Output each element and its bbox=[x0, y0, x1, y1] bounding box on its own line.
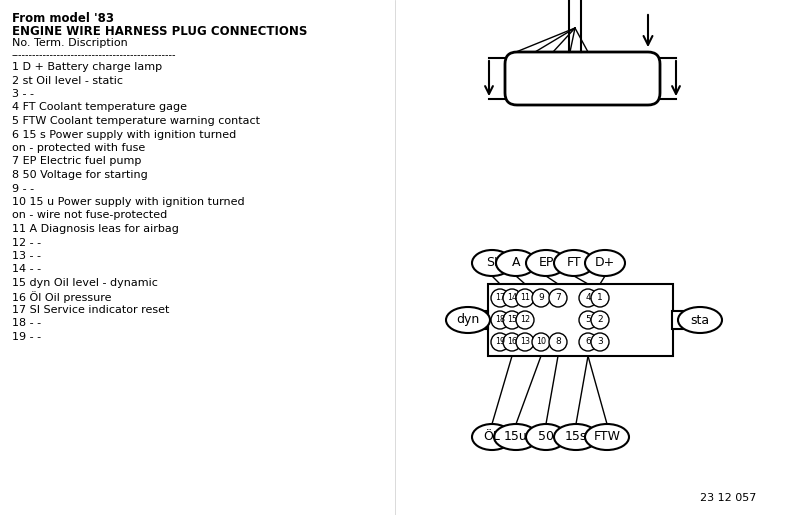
Text: 5: 5 bbox=[585, 316, 591, 324]
FancyBboxPatch shape bbox=[505, 52, 660, 105]
Text: 10 15 u Power supply with ignition turned: 10 15 u Power supply with ignition turne… bbox=[12, 197, 245, 207]
Circle shape bbox=[532, 289, 550, 307]
Text: 3 - -: 3 - - bbox=[12, 89, 34, 99]
Text: EP: EP bbox=[539, 256, 553, 269]
Text: 11 A Diagnosis leas for airbag: 11 A Diagnosis leas for airbag bbox=[12, 224, 179, 234]
Text: 7: 7 bbox=[555, 294, 560, 302]
Text: 17: 17 bbox=[495, 294, 505, 302]
Text: 1: 1 bbox=[597, 294, 603, 302]
Text: FT: FT bbox=[567, 256, 582, 269]
Ellipse shape bbox=[526, 250, 566, 276]
Ellipse shape bbox=[472, 250, 512, 276]
Circle shape bbox=[591, 289, 609, 307]
Text: 15u: 15u bbox=[504, 431, 528, 443]
Circle shape bbox=[503, 311, 521, 329]
Text: 13 - -: 13 - - bbox=[12, 251, 41, 261]
Text: 4: 4 bbox=[585, 294, 591, 302]
Circle shape bbox=[516, 333, 534, 351]
Text: 15s: 15s bbox=[565, 431, 587, 443]
Ellipse shape bbox=[554, 250, 594, 276]
Text: 16: 16 bbox=[507, 337, 517, 347]
Text: ÖL: ÖL bbox=[484, 431, 501, 443]
Text: 7 EP Electric fuel pump: 7 EP Electric fuel pump bbox=[12, 157, 141, 166]
Text: 6 15 s Power supply with ignition turned: 6 15 s Power supply with ignition turned bbox=[12, 129, 236, 140]
Text: 16 Öl Oil pressure: 16 Öl Oil pressure bbox=[12, 291, 111, 303]
Text: ENGINE WIRE HARNESS PLUG CONNECTIONS: ENGINE WIRE HARNESS PLUG CONNECTIONS bbox=[12, 25, 308, 38]
Circle shape bbox=[503, 289, 521, 307]
Ellipse shape bbox=[585, 250, 625, 276]
Text: 8: 8 bbox=[555, 337, 560, 347]
Circle shape bbox=[516, 289, 534, 307]
Text: on - protected with fuse: on - protected with fuse bbox=[12, 143, 145, 153]
Text: 18 - -: 18 - - bbox=[12, 318, 41, 329]
Text: D+: D+ bbox=[595, 256, 615, 269]
Text: 15 dyn Oil level - dynamic: 15 dyn Oil level - dynamic bbox=[12, 278, 158, 288]
Text: 6: 6 bbox=[585, 337, 591, 347]
Text: 1 D + Battery charge lamp: 1 D + Battery charge lamp bbox=[12, 62, 162, 72]
Text: 5 FTW Coolant temperature warning contact: 5 FTW Coolant temperature warning contac… bbox=[12, 116, 260, 126]
Text: 19 - -: 19 - - bbox=[12, 332, 41, 342]
Ellipse shape bbox=[446, 307, 490, 333]
Bar bbox=[474, 311, 488, 329]
Text: on - wire not fuse-protected: on - wire not fuse-protected bbox=[12, 211, 167, 220]
Ellipse shape bbox=[585, 424, 629, 450]
Text: 13: 13 bbox=[520, 337, 530, 347]
Ellipse shape bbox=[496, 250, 536, 276]
Circle shape bbox=[579, 289, 597, 307]
Text: -----------------------------------------------: ----------------------------------------… bbox=[12, 50, 177, 60]
Text: 17 SI Service indicator reset: 17 SI Service indicator reset bbox=[12, 305, 170, 315]
Text: 19: 19 bbox=[495, 337, 505, 347]
Circle shape bbox=[579, 311, 597, 329]
Ellipse shape bbox=[472, 424, 512, 450]
Text: 14 - -: 14 - - bbox=[12, 265, 41, 274]
Text: 12 - -: 12 - - bbox=[12, 237, 41, 248]
Text: 23 12 057: 23 12 057 bbox=[700, 493, 757, 503]
Circle shape bbox=[591, 311, 609, 329]
Text: FTW: FTW bbox=[593, 431, 620, 443]
Circle shape bbox=[532, 333, 550, 351]
Ellipse shape bbox=[678, 307, 722, 333]
Text: 50: 50 bbox=[538, 431, 554, 443]
Text: 3: 3 bbox=[597, 337, 603, 347]
Text: sta: sta bbox=[691, 314, 710, 327]
Circle shape bbox=[549, 289, 567, 307]
Text: 9 - -: 9 - - bbox=[12, 183, 34, 194]
Circle shape bbox=[516, 311, 534, 329]
Circle shape bbox=[549, 333, 567, 351]
Ellipse shape bbox=[554, 424, 598, 450]
Circle shape bbox=[491, 333, 509, 351]
Ellipse shape bbox=[494, 424, 538, 450]
Circle shape bbox=[491, 311, 509, 329]
Circle shape bbox=[591, 333, 609, 351]
Circle shape bbox=[491, 289, 509, 307]
Text: 4 FT Coolant temperature gage: 4 FT Coolant temperature gage bbox=[12, 102, 187, 112]
Bar bbox=[672, 311, 684, 329]
Text: 11: 11 bbox=[520, 294, 530, 302]
Text: dyn: dyn bbox=[456, 314, 480, 327]
Text: 2: 2 bbox=[597, 316, 603, 324]
Text: No. Term. Discription: No. Term. Discription bbox=[12, 38, 128, 48]
Text: 2 st Oil level - static: 2 st Oil level - static bbox=[12, 76, 123, 85]
Text: 12: 12 bbox=[520, 316, 530, 324]
Text: 18: 18 bbox=[495, 316, 505, 324]
Text: 10: 10 bbox=[536, 337, 546, 347]
Text: SI: SI bbox=[486, 256, 498, 269]
Ellipse shape bbox=[526, 424, 566, 450]
Text: 9: 9 bbox=[539, 294, 544, 302]
Text: From model '83: From model '83 bbox=[12, 12, 114, 25]
Text: 8 50 Voltage for starting: 8 50 Voltage for starting bbox=[12, 170, 148, 180]
Circle shape bbox=[579, 333, 597, 351]
Text: A: A bbox=[512, 256, 520, 269]
Text: 14: 14 bbox=[507, 294, 517, 302]
Bar bbox=[488, 284, 673, 356]
Text: 15: 15 bbox=[507, 316, 517, 324]
Circle shape bbox=[503, 333, 521, 351]
